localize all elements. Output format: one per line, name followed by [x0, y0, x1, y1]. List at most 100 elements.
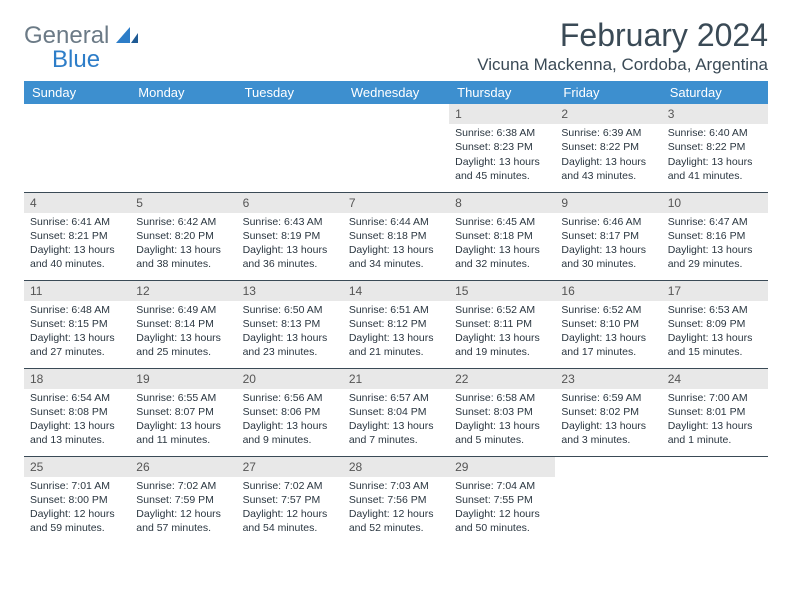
day-details: Sunrise: 6:53 AMSunset: 8:09 PMDaylight:… [662, 301, 768, 364]
daylight-text: Daylight: 13 hours and 17 minutes. [561, 331, 655, 359]
calendar-week-row: 11Sunrise: 6:48 AMSunset: 8:15 PMDayligh… [24, 280, 768, 368]
day-number: 15 [449, 281, 555, 301]
sunrise-text: Sunrise: 6:51 AM [349, 303, 443, 317]
calendar-day-cell: 26Sunrise: 7:02 AMSunset: 7:59 PMDayligh… [130, 456, 236, 544]
sunrise-text: Sunrise: 6:43 AM [243, 215, 337, 229]
day-details: Sunrise: 7:02 AMSunset: 7:59 PMDaylight:… [130, 477, 236, 540]
logo-part1: General [24, 22, 109, 49]
weekday-header: Sunday [24, 81, 130, 104]
day-details: Sunrise: 6:41 AMSunset: 8:21 PMDaylight:… [24, 213, 130, 276]
sunrise-text: Sunrise: 6:59 AM [561, 391, 655, 405]
day-number: 24 [662, 369, 768, 389]
weekday-header: Wednesday [343, 81, 449, 104]
month-title: February 2024 [477, 18, 768, 53]
sunrise-text: Sunrise: 7:04 AM [455, 479, 549, 493]
day-details: Sunrise: 6:54 AMSunset: 8:08 PMDaylight:… [24, 389, 130, 452]
day-number: 11 [24, 281, 130, 301]
day-number: 12 [130, 281, 236, 301]
calendar-day-cell: 16Sunrise: 6:52 AMSunset: 8:10 PMDayligh… [555, 280, 661, 368]
daylight-text: Daylight: 13 hours and 9 minutes. [243, 419, 337, 447]
day-details: Sunrise: 6:58 AMSunset: 8:03 PMDaylight:… [449, 389, 555, 452]
page-header: General Blue February 2024 Vicuna Macken… [24, 18, 768, 75]
sunset-text: Sunset: 7:55 PM [455, 493, 549, 507]
sail-icon [116, 27, 138, 48]
sunrise-text: Sunrise: 6:48 AM [30, 303, 124, 317]
sunrise-text: Sunrise: 6:44 AM [349, 215, 443, 229]
daylight-text: Daylight: 13 hours and 7 minutes. [349, 419, 443, 447]
day-number: 8 [449, 193, 555, 213]
calendar-day-cell [343, 104, 449, 192]
daylight-text: Daylight: 13 hours and 3 minutes. [561, 419, 655, 447]
sunrise-text: Sunrise: 7:01 AM [30, 479, 124, 493]
day-details: Sunrise: 7:00 AMSunset: 8:01 PMDaylight:… [662, 389, 768, 452]
calendar-day-cell [237, 104, 343, 192]
calendar-day-cell: 17Sunrise: 6:53 AMSunset: 8:09 PMDayligh… [662, 280, 768, 368]
day-details: Sunrise: 6:55 AMSunset: 8:07 PMDaylight:… [130, 389, 236, 452]
daylight-text: Daylight: 12 hours and 52 minutes. [349, 507, 443, 535]
calendar-week-row: 4Sunrise: 6:41 AMSunset: 8:21 PMDaylight… [24, 192, 768, 280]
day-number: 16 [555, 281, 661, 301]
sunrise-text: Sunrise: 7:02 AM [136, 479, 230, 493]
day-details: Sunrise: 7:03 AMSunset: 7:56 PMDaylight:… [343, 477, 449, 540]
sunset-text: Sunset: 8:18 PM [349, 229, 443, 243]
sunrise-text: Sunrise: 6:49 AM [136, 303, 230, 317]
calendar-day-cell: 2Sunrise: 6:39 AMSunset: 8:22 PMDaylight… [555, 104, 661, 192]
sunset-text: Sunset: 7:59 PM [136, 493, 230, 507]
day-details: Sunrise: 6:48 AMSunset: 8:15 PMDaylight:… [24, 301, 130, 364]
calendar-day-cell: 19Sunrise: 6:55 AMSunset: 8:07 PMDayligh… [130, 368, 236, 456]
sunrise-text: Sunrise: 6:47 AM [668, 215, 762, 229]
sunset-text: Sunset: 8:22 PM [561, 140, 655, 154]
day-number: 14 [343, 281, 449, 301]
sunrise-text: Sunrise: 6:39 AM [561, 126, 655, 140]
daylight-text: Daylight: 13 hours and 38 minutes. [136, 243, 230, 271]
day-details: Sunrise: 6:57 AMSunset: 8:04 PMDaylight:… [343, 389, 449, 452]
sunset-text: Sunset: 8:16 PM [668, 229, 762, 243]
day-details: Sunrise: 6:39 AMSunset: 8:22 PMDaylight:… [555, 124, 661, 187]
calendar-day-cell: 8Sunrise: 6:45 AMSunset: 8:18 PMDaylight… [449, 192, 555, 280]
day-details: Sunrise: 6:45 AMSunset: 8:18 PMDaylight:… [449, 213, 555, 276]
day-number: 22 [449, 369, 555, 389]
daylight-text: Daylight: 13 hours and 1 minute. [668, 419, 762, 447]
calendar-day-cell [555, 456, 661, 544]
day-number: 25 [24, 457, 130, 477]
sunset-text: Sunset: 8:00 PM [30, 493, 124, 507]
daylight-text: Daylight: 12 hours and 54 minutes. [243, 507, 337, 535]
logo-text: General Blue [24, 24, 138, 72]
calendar-week-row: 25 Sunrise: 7:01 AMSunset: 8:00 PM Dayligh… [24, 456, 768, 544]
daylight-text: Daylight: 13 hours and 41 minutes. [668, 155, 762, 183]
day-details: Sunrise: 6:51 AMSunset: 8:12 PMDaylight:… [343, 301, 449, 364]
day-number: 26 [130, 457, 236, 477]
sunrise-text: Sunrise: 6:40 AM [668, 126, 762, 140]
calendar-table: SundayMondayTuesdayWednesdayThursdayFrid… [24, 81, 768, 544]
calendar-day-cell: 11Sunrise: 6:48 AMSunset: 8:15 PMDayligh… [24, 280, 130, 368]
daylight-text: Daylight: 13 hours and 29 minutes. [668, 243, 762, 271]
sunrise-text: Sunrise: 6:38 AM [455, 126, 549, 140]
calendar-week-row: 1Sunrise: 6:38 AMSunset: 8:23 PMDaylight… [24, 104, 768, 192]
day-number: 19 [130, 369, 236, 389]
day-number: 9 [555, 193, 661, 213]
daylight-text: Daylight: 13 hours and 21 minutes. [349, 331, 443, 359]
day-number: 13 [237, 281, 343, 301]
calendar-day-cell: 13Sunrise: 6:50 AMSunset: 8:13 PMDayligh… [237, 280, 343, 368]
day-number: 10 [662, 193, 768, 213]
day-details: Sunrise: 6:47 AMSunset: 8:16 PMDaylight:… [662, 213, 768, 276]
day-details: Sunrise: 6:50 AMSunset: 8:13 PMDaylight:… [237, 301, 343, 364]
calendar-page: General Blue February 2024 Vicuna Macken… [0, 0, 792, 562]
daylight-text: Daylight: 13 hours and 30 minutes. [561, 243, 655, 271]
daylight-text: Daylight: 13 hours and 15 minutes. [668, 331, 762, 359]
calendar-day-cell: 15Sunrise: 6:52 AMSunset: 8:11 PMDayligh… [449, 280, 555, 368]
sunset-text: Sunset: 8:07 PM [136, 405, 230, 419]
day-number: 3 [662, 104, 768, 124]
weekday-header: Friday [555, 81, 661, 104]
calendar-day-cell: 5Sunrise: 6:42 AMSunset: 8:20 PMDaylight… [130, 192, 236, 280]
sunset-text: Sunset: 7:56 PM [349, 493, 443, 507]
calendar-body: 1Sunrise: 6:38 AMSunset: 8:23 PMDaylight… [24, 104, 768, 544]
day-details: Sunrise: 6:44 AMSunset: 8:18 PMDaylight:… [343, 213, 449, 276]
daylight-text: Daylight: 13 hours and 19 minutes. [455, 331, 549, 359]
sunrise-text: Sunrise: 6:41 AM [30, 215, 124, 229]
day-details: Sunrise: 6:56 AMSunset: 8:06 PMDaylight:… [237, 389, 343, 452]
sunset-text: Sunset: 8:06 PM [243, 405, 337, 419]
calendar-day-cell: 12Sunrise: 6:49 AMSunset: 8:14 PMDayligh… [130, 280, 236, 368]
day-details: Sunrise: 6:59 AMSunset: 8:02 PMDaylight:… [555, 389, 661, 452]
logo-part2: Blue [52, 46, 100, 73]
